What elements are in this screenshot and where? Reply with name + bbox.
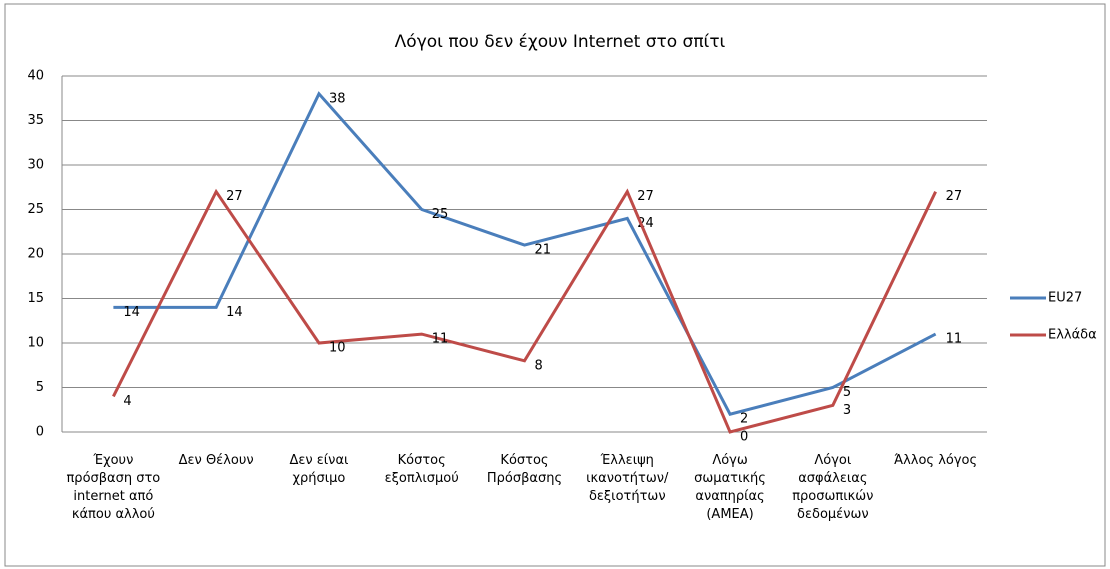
x-tick-label: Άλλος λόγος <box>894 453 978 468</box>
data-label: 25 <box>432 207 449 222</box>
data-label: 21 <box>535 243 552 258</box>
y-tick-label: 35 <box>27 113 44 128</box>
data-label: 11 <box>432 332 449 347</box>
y-tick-label: 30 <box>27 158 44 173</box>
series-line <box>113 91 937 416</box>
y-tick-label: 5 <box>36 380 44 395</box>
chart-title: Λόγοι που δεν έχουν Internet στο σπίτι <box>395 32 726 52</box>
x-tick-label: Δεν είναι χρήσιμο <box>289 453 349 486</box>
x-tick-label: Κόστος Πρόσβασης <box>486 453 563 486</box>
x-tick-label: Δεν Θέλουν <box>178 453 254 468</box>
data-label: 27 <box>946 189 963 204</box>
data-label: 27 <box>637 189 654 204</box>
x-tick-label: Έχουν πρόσβαση στο internet από κάπου αλ… <box>66 453 161 522</box>
legend-label: Ελλάδα <box>1048 328 1097 343</box>
y-tick-label: 0 <box>36 425 44 440</box>
y-tick-label: 20 <box>27 247 44 262</box>
y-tick-label: 40 <box>27 69 44 84</box>
series-line <box>112 188 937 434</box>
data-label: 10 <box>329 341 346 356</box>
data-label: 4 <box>123 394 131 409</box>
data-label: 14 <box>123 305 140 320</box>
data-label: 38 <box>329 91 346 106</box>
x-tick-label: Λόγω σωματικής αναπηρίας (ΑΜΕΑ) <box>694 453 766 522</box>
y-tick-label: 25 <box>27 202 44 217</box>
y-tick-label: 10 <box>27 336 44 351</box>
legend-label: EU27 <box>1048 291 1082 306</box>
y-tick-label: 15 <box>27 291 44 306</box>
data-label: 14 <box>226 305 243 320</box>
data-label: 2 <box>740 412 748 427</box>
data-label: 27 <box>226 189 243 204</box>
x-tick-label: Έλλειψη ικανοτήτων/ δεξιοτήτων <box>586 453 669 504</box>
frame <box>4 3 1106 567</box>
x-tick-label: Λόγοι ασφάλειας προσωπικών δεδομένων <box>792 453 874 522</box>
x-tick-label: Κόστος εξοπλισμού <box>384 453 459 486</box>
data-label: 3 <box>843 403 851 418</box>
data-label: 0 <box>740 430 748 445</box>
data-label: 11 <box>946 332 963 347</box>
data-label: 8 <box>535 358 543 373</box>
data-label: 5 <box>843 385 851 400</box>
